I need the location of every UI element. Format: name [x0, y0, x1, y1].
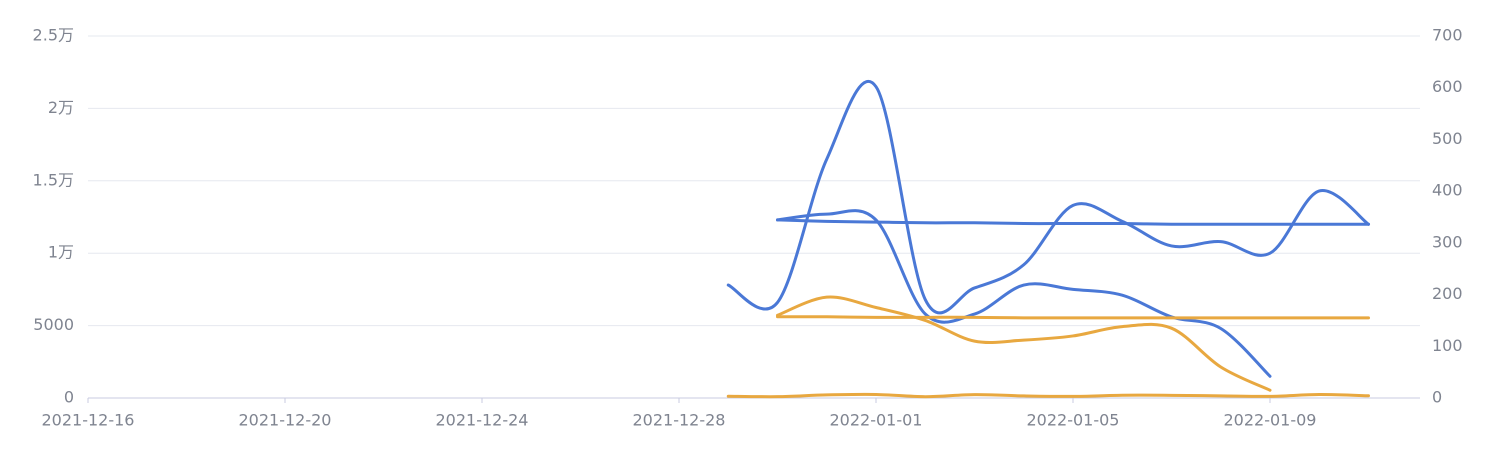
y-tick-label: 2.5万 — [33, 26, 74, 45]
y-tick-label: 0 — [64, 388, 74, 407]
y-tick-label: 1.5万 — [33, 170, 74, 189]
y2-tick-label: 0 — [1432, 388, 1442, 407]
x-tick-label: 2021-12-28 — [633, 411, 726, 430]
line-series — [776, 315, 1370, 320]
x-tick-label: 2022-01-01 — [830, 411, 923, 430]
x-tick-label: 2022-01-05 — [1027, 411, 1120, 430]
x-tick-label: 2021-12-24 — [436, 411, 529, 430]
line-series — [776, 295, 1272, 392]
line-series — [726, 392, 1370, 399]
line-series — [726, 79, 1370, 315]
y-tick-label: 2万 — [48, 98, 74, 117]
y2-tick-label: 500 — [1432, 129, 1463, 148]
y2-tick-label: 100 — [1432, 336, 1463, 355]
line-series — [776, 218, 1370, 226]
y-tick-label: 1万 — [48, 243, 74, 262]
y2-tick-label: 700 — [1432, 26, 1463, 45]
y-tick-label: 5000 — [33, 315, 74, 334]
line-series — [776, 209, 1272, 378]
x-tick-label: 2021-12-16 — [42, 411, 135, 430]
y2-tick-label: 400 — [1432, 181, 1463, 200]
x-tick-label: 2022-01-09 — [1224, 411, 1317, 430]
y2-tick-label: 600 — [1432, 77, 1463, 96]
y2-tick-label: 200 — [1432, 284, 1463, 303]
y2-tick-label: 300 — [1432, 232, 1463, 251]
x-tick-label: 2021-12-20 — [239, 411, 332, 430]
